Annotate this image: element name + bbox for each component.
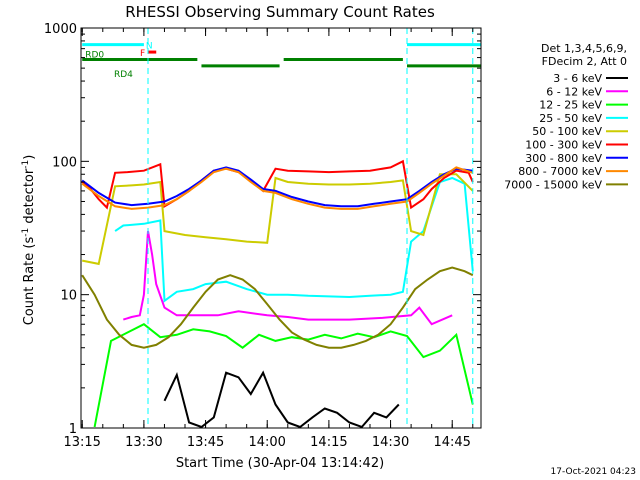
plot-frame bbox=[80, 27, 482, 429]
x-tick-label-1445: 14:45 bbox=[433, 435, 470, 450]
series-line-6-12-kev bbox=[123, 230, 453, 326]
legend-label-50-100-kev: 50 - 100 keV bbox=[532, 125, 602, 138]
x-tick-label-1315: 13:15 bbox=[63, 435, 100, 450]
y-axis-label: Count Rate (s-1 detector-1) bbox=[21, 155, 37, 326]
vertical-markers-layer bbox=[147, 28, 474, 428]
legend-label-7000-15000-kev: 7000 - 15000 keV bbox=[504, 178, 602, 191]
x-tick-label-1430: 14:30 bbox=[372, 435, 409, 450]
legend-label-3-6-kev: 3 - 6 keV bbox=[553, 72, 602, 85]
y-tick-label-100: 100 bbox=[52, 155, 77, 170]
legend-label-100-300-kev: 100 - 300 keV bbox=[525, 139, 602, 152]
legend-header-line-2: FDecim 2, Att 0 bbox=[542, 55, 627, 68]
series-line-800-7000-kev bbox=[81, 166, 474, 210]
x-tick-label-1330: 13:30 bbox=[125, 435, 162, 450]
y-axis-label-mid: detector bbox=[22, 168, 37, 228]
y-tick-label-1: 1 bbox=[69, 422, 77, 437]
series-line-300-800-kev bbox=[81, 166, 473, 208]
timestamp: 17-Oct-2021 04:23 bbox=[551, 467, 636, 477]
y-tick-label-10: 10 bbox=[60, 289, 77, 304]
series-line-25-50-kev bbox=[114, 176, 474, 303]
legend-label-12-25-kev: 12 - 25 keV bbox=[539, 99, 602, 112]
series-line-50-100-kev bbox=[82, 173, 474, 266]
y-axis-label-sup2: -1 bbox=[21, 160, 31, 169]
status-bars-layer: NF RD0 RD4 bbox=[82, 42, 481, 80]
x-tick-label-1400: 14:00 bbox=[248, 435, 285, 450]
legend-label-25-50-kev: 25 - 50 keV bbox=[539, 112, 602, 125]
chart-title: RHESSI Observing Summary Count Rates bbox=[125, 3, 435, 21]
y-axis-label-sup1: -1 bbox=[21, 228, 31, 237]
status-bar-label-n: N bbox=[146, 42, 153, 52]
status-bar-label-f: F bbox=[140, 49, 145, 59]
status-bar-label-rd4: RD4 bbox=[114, 70, 133, 80]
x-tick-label-1415: 14:15 bbox=[310, 435, 347, 450]
legend-label-6-12-kev: 6 - 12 keV bbox=[546, 85, 602, 98]
series-line-7000-15000-kev bbox=[81, 266, 474, 349]
axes: 13:15 13:30 13:45 14:00 14:15 14:30 14:45 1 10 10… bbox=[44, 22, 482, 450]
y-tick-label-1000: 1000 bbox=[44, 22, 77, 37]
x-axis-label: Start Time (30-Apr-04 13:14:42) bbox=[176, 456, 384, 471]
legend-label-800-7000-kev: 800 - 7000 keV bbox=[518, 165, 602, 178]
legend-label-300-800-kev: 300 - 800 keV bbox=[525, 152, 602, 165]
y-axis-label-end: ) bbox=[22, 155, 37, 160]
legend-header-line-1: Det 1,3,4,5,6,9, bbox=[541, 42, 627, 55]
y-axis-label-main: Count Rate (s bbox=[22, 237, 37, 326]
series-line-12-25-kev bbox=[93, 323, 474, 428]
status-bar-label-rd0: RD0 bbox=[85, 51, 104, 61]
x-tick-label-1345: 13:45 bbox=[187, 435, 224, 450]
series-layer bbox=[81, 159, 474, 429]
series-line-3-6-kev bbox=[163, 370, 400, 429]
